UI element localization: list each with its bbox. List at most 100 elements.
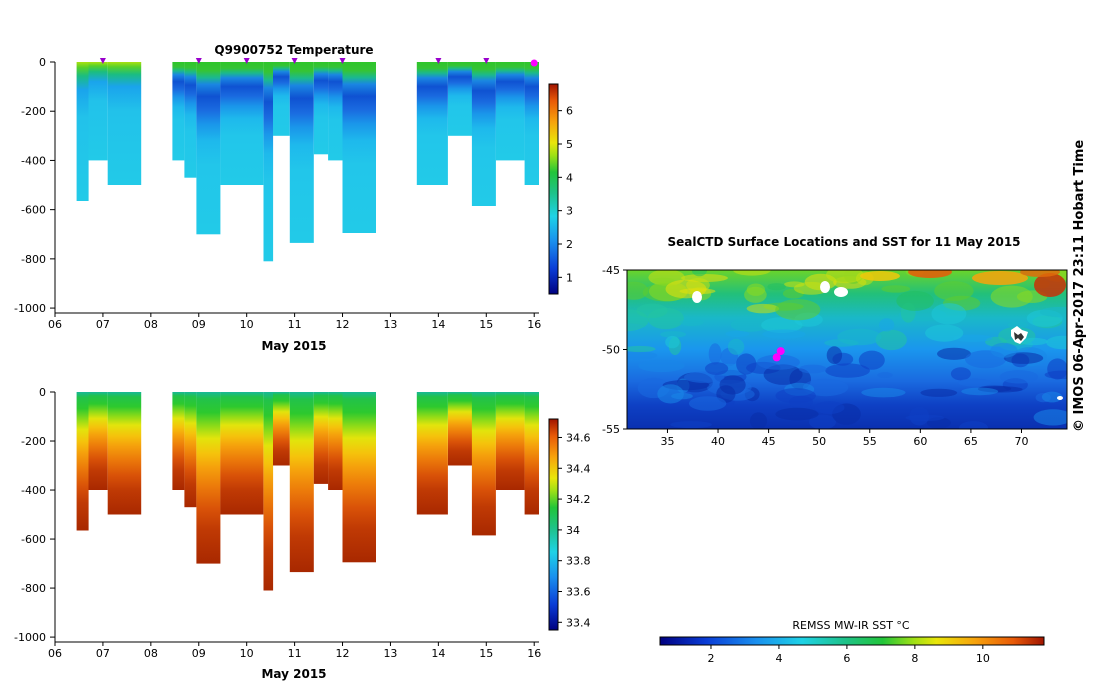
colorbar-tick-label: 5	[566, 138, 573, 151]
profile-column	[416, 392, 448, 515]
x-tick-label: 60	[913, 435, 927, 448]
x-tick-label: 12	[336, 318, 350, 331]
profile-column	[471, 392, 496, 536]
land-patch	[834, 287, 848, 297]
salinity-y-axis: 0 -200 -400 -600 -800 -1000	[14, 386, 55, 644]
profile-marker	[483, 58, 490, 64]
profile-marker	[435, 58, 442, 64]
temperature-title: Q9900752 Temperature	[214, 43, 373, 57]
sst-texture	[746, 303, 780, 314]
sst-texture	[627, 345, 656, 353]
x-tick-label: 16	[527, 318, 541, 331]
sst-map-title: SealCTD Surface Locations and SST for 11…	[667, 235, 1020, 249]
sst-texture	[990, 342, 1018, 358]
sst-texture	[953, 334, 993, 342]
sst-map-y-axis: -45 -50 -55	[602, 264, 627, 436]
sst-texture	[809, 414, 836, 429]
temperature-colorbar	[548, 83, 559, 295]
sst-texture	[756, 354, 800, 370]
sst-texture	[767, 283, 786, 291]
colorbar-tick-label: 34.2	[566, 493, 591, 506]
sst-texture	[670, 421, 712, 429]
y-tick-label: -55	[602, 423, 620, 436]
sst-texture	[925, 324, 964, 342]
y-tick-label: -800	[21, 582, 46, 595]
sst-colorbar-ticks: 2 4 6 8 10	[707, 645, 990, 665]
profile-column	[107, 62, 142, 185]
sst-texture	[679, 318, 704, 327]
profile-markers	[99, 58, 538, 67]
sst-texture	[958, 378, 992, 387]
profile-column	[342, 62, 376, 233]
profile-marker	[339, 58, 346, 64]
x-tick-label: 08	[144, 647, 158, 660]
sst-warm-patch	[908, 270, 952, 278]
sst-map-x-axis: 35 40 45 50 55 60 65 70	[660, 429, 1028, 448]
sst-texture	[861, 387, 906, 398]
sst-texture	[825, 363, 870, 378]
y-tick-label: -800	[21, 253, 46, 266]
sst-texture	[761, 317, 803, 333]
sst-warm-patch	[1020, 270, 1060, 277]
y-tick-label: -1000	[14, 631, 46, 644]
sst-texture	[896, 290, 934, 311]
y-tick-label: -400	[21, 154, 46, 167]
profile-column	[107, 392, 142, 515]
sst-texture	[749, 412, 768, 429]
x-tick-label: 06	[48, 647, 62, 660]
surface-location	[772, 353, 781, 362]
x-tick-label: 10	[240, 647, 254, 660]
x-tick-label: 07	[96, 318, 110, 331]
sst-texture	[875, 329, 907, 351]
profile-column	[328, 392, 343, 490]
profile-marker	[530, 59, 538, 67]
y-tick-label: -1000	[14, 302, 46, 315]
sst-texture	[732, 270, 771, 276]
sst-texture	[877, 372, 893, 379]
colorbar-tick-label: 8	[911, 652, 918, 665]
sst-texture	[660, 331, 687, 338]
sst-texture	[762, 329, 806, 339]
sst-texture	[879, 318, 895, 332]
sst-texture	[1047, 358, 1067, 380]
profile-column	[524, 392, 539, 515]
profile-marker	[291, 58, 298, 64]
y-tick-label: -200	[21, 105, 46, 118]
sst-field	[627, 270, 1067, 429]
y-tick-label: 0	[39, 386, 46, 399]
sst-texture	[1007, 321, 1029, 329]
profile-column	[524, 62, 539, 185]
sst-colorbar	[659, 636, 1045, 646]
profile-column	[184, 392, 197, 508]
sst-texture	[826, 346, 843, 365]
salinity-xlabel: May 2015	[261, 667, 326, 681]
colorbar-tick-label: 3	[566, 205, 573, 218]
sst-texture	[905, 414, 945, 421]
sst-texture	[920, 388, 958, 397]
x-tick-label: 65	[964, 435, 978, 448]
salinity-x-axis: 06 07 08 09 10 11 12 13 14 15 16	[48, 642, 541, 660]
sst-texture	[1039, 306, 1067, 318]
colorbar-tick-label: 4	[775, 652, 782, 665]
sst-texture	[793, 281, 830, 295]
temperature-profiles	[76, 62, 539, 262]
x-tick-label: 50	[812, 435, 826, 448]
colorbar-tick-label: 6	[566, 105, 573, 118]
sst-texture	[961, 387, 999, 396]
sst-texture	[826, 270, 864, 284]
sst-texture	[798, 364, 827, 374]
sst-texture	[736, 353, 757, 375]
profile-column	[76, 392, 89, 531]
profile-column	[273, 62, 290, 136]
profile-column	[88, 392, 108, 490]
colorbar-tick-label: 34.6	[566, 431, 591, 444]
kerguelen-island	[1011, 326, 1028, 344]
profile-column	[196, 392, 221, 564]
sst-warm-patch	[860, 271, 900, 281]
sst-texture	[959, 421, 988, 429]
profile-column	[184, 62, 197, 178]
colorbar-tick-label: 10	[976, 652, 990, 665]
salinity-colorbar	[548, 418, 559, 631]
surface-location	[776, 347, 785, 356]
